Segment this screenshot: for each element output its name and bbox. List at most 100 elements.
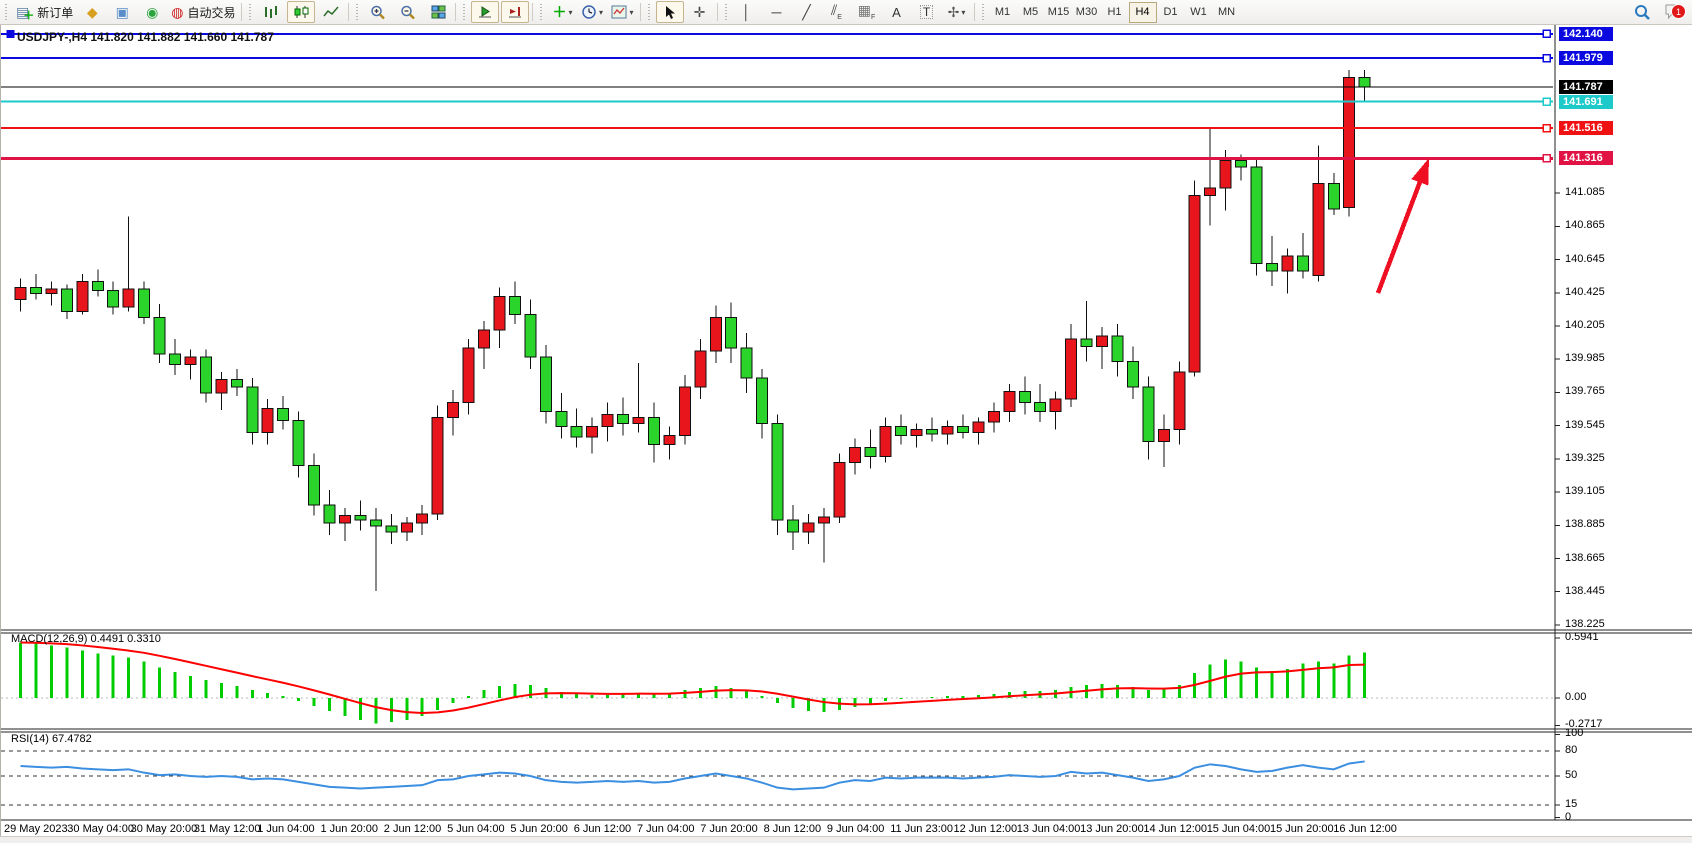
timeframe-button-H4[interactable]: H4 [1128,1,1157,23]
navigator-button[interactable]: ▣ [108,1,136,23]
market-watch-button[interactable]: ◆ [78,1,106,23]
toolbar-group-trade: ▤ ＋ 新订单 ◆ ▣ ◉ ◍ 自动交易 [0,0,239,24]
auto-scroll-icon [479,6,492,18]
text-tool-button[interactable]: A [883,1,911,23]
candle [1049,398,1062,412]
price-tick-label: 138.885 [1565,518,1605,531]
timeframe-button-M15[interactable]: M15 [1047,6,1070,18]
candle [122,288,135,308]
line-handle[interactable] [6,29,15,38]
toolbar-grip [539,4,545,20]
timeframe-button-D1[interactable]: D1 [1163,6,1178,18]
rsi-tick-label: 15 [1565,798,1578,811]
candle [1204,187,1217,196]
time-axis-label: 13 Jun 20:00 [1080,823,1144,835]
bar-chart-button[interactable] [257,1,285,23]
candle [462,347,475,403]
trendline-button[interactable]: ╱ [793,1,821,23]
toolbar-separator [348,3,350,21]
toolbar-grip [355,4,361,20]
timeframe-button-W1[interactable]: W1 [1190,6,1207,18]
price-line-badge: 141.691 [1559,94,1613,109]
candle [1065,338,1078,400]
auto-trading-button[interactable]: ◍ 自动交易 [168,1,238,23]
candle [617,413,630,424]
dropdown-arrow-icon: ▾ [598,7,603,17]
indicators-icon: ＋ [552,4,567,20]
fibonacci-button[interactable]: ▦F [853,1,881,23]
tile-windows-button[interactable] [424,1,452,23]
candle [153,317,166,355]
periods-button[interactable]: ▾ [578,1,606,23]
candle [1080,338,1093,347]
candle [29,287,42,295]
auto-trading-label: 自动交易 [187,5,236,20]
line-handle[interactable] [1542,29,1551,39]
timeframe-button-M1[interactable]: M1 [994,6,1011,18]
toolbar-separator [973,3,975,21]
vertical-line-button[interactable]: │ [733,1,761,23]
timeframe-button-M30[interactable]: M30 [1075,6,1098,18]
time-axis-label: 9 Jun 04:00 [826,823,885,835]
arrows-icon: ✢ [947,4,960,20]
price-tick-label: 138.665 [1565,551,1605,564]
candle [632,416,645,424]
timeframe-button-MN[interactable]: MN [1217,6,1236,18]
rsi-pane-label: RSI(14) 67.4782 [11,733,92,745]
chart-plot-area[interactable] [1,25,1692,837]
line-handle[interactable] [1542,154,1551,163]
text-label-button[interactable]: T [913,1,941,23]
dropdown-arrow-icon: ▾ [629,7,634,17]
time-axis-label: 31 May 12:00 [193,823,261,835]
candlestick-chart-button[interactable] [287,1,316,23]
toolbar-grip [4,4,9,20]
horizontal-line-icon: ─ [771,4,782,20]
candle [215,379,228,394]
horizontal-line-button[interactable]: ─ [763,1,791,23]
timeframe-button-M5[interactable]: M5 [1022,6,1039,18]
candle [663,434,676,446]
crosshair-button[interactable]: ✛ [686,1,714,23]
chart-shift-button[interactable] [501,1,530,23]
cursor-button[interactable] [655,1,684,23]
chart-shift-icon [509,7,522,18]
equidistant-channel-button[interactable]: ⫽E [823,1,851,23]
fibonacci-icon: ▦F [857,2,876,21]
line-handle[interactable] [1542,97,1551,106]
line-handle[interactable] [1542,123,1551,133]
line-chart-button[interactable] [317,1,345,23]
candle [1219,160,1232,189]
indicators-button[interactable]: ＋ ▾ [548,1,576,23]
time-axis-label: 2 Jun 12:00 [383,823,442,835]
new-order-button[interactable]: ▤ ＋ 新订单 [13,1,76,23]
arrow-annotation-head[interactable] [1411,158,1429,186]
zoom-in-button[interactable] [364,1,392,23]
time-axis-label: 8 Jun 12:00 [763,823,822,835]
notifications-button[interactable]: 1 [1664,3,1686,21]
time-axis-label: 15 Jun 20:00 [1270,823,1334,835]
chart-window[interactable]: USDJPY-,H4 141.820 141.882 141.660 141.7… [0,24,1692,836]
periods-clock-icon [582,4,596,19]
search-icon[interactable] [1634,4,1650,20]
candle [1173,371,1186,430]
candle [308,465,321,506]
zoom-out-button[interactable] [394,1,422,23]
candle [1250,166,1263,264]
signal-button[interactable]: ◉ [138,1,166,23]
dropdown-arrow-icon: ▾ [961,7,966,17]
line-handle[interactable] [1542,53,1551,63]
candle [848,447,861,464]
auto-scroll-button[interactable] [471,1,500,23]
timeframe-button-H1[interactable]: H1 [1107,6,1122,18]
arrow-annotation-shaft[interactable] [1375,175,1425,294]
price-tick-label: 140.865 [1565,219,1605,232]
price-line-badge: 141.316 [1559,151,1613,166]
templates-button[interactable]: ▾ [608,1,636,23]
toolbar-group-cursor: ✛ [643,0,715,24]
dropdown-arrow-icon: ▾ [568,7,573,17]
candle [570,425,583,438]
candle [1157,428,1170,443]
toolbar-group-objects: ＋ ▾ ▾ ▾ [535,0,637,24]
arrows-button[interactable]: ✢ ▾ [943,1,971,23]
candle [787,519,799,533]
